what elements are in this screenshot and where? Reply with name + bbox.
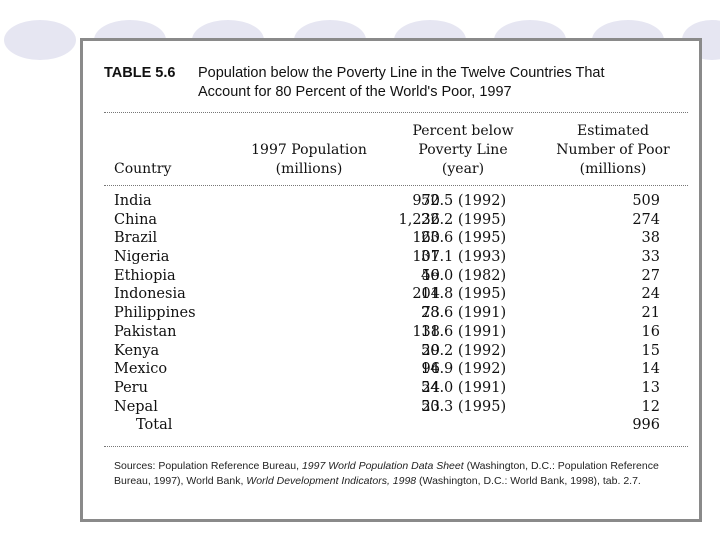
header-country: Country: [114, 161, 172, 177]
cell-poor: 12: [641, 398, 660, 415]
document-frame: [80, 38, 702, 522]
header-poor-line3: (millions): [579, 161, 647, 177]
total-poor: 996: [632, 417, 660, 434]
cell-percent: 50.3 (1995): [421, 398, 507, 415]
cell-percent: 11.6 (1991): [421, 323, 507, 340]
cell-percent: 11.8 (1995): [421, 286, 507, 303]
cell-poor: 14: [641, 361, 660, 378]
cell-country: Pakistan: [114, 323, 177, 340]
cell-percent: 14.9 (1992): [421, 361, 507, 378]
cell-poor: 509: [632, 193, 660, 209]
header-percent-line3: (year): [441, 161, 485, 177]
cell-country: Nigeria: [114, 249, 170, 266]
sources-prefix: Sources: Population Reference Bureau,: [114, 460, 302, 472]
header-population-line2: (millions): [275, 161, 343, 177]
table-caption: Population below the Poverty Line in the…: [198, 64, 668, 102]
cell-population: 23: [421, 398, 440, 415]
cell-poor: 33: [641, 249, 660, 266]
table-row: Nepal 23 50.3 (1995) 12: [114, 398, 684, 417]
cell-country: Brazil: [114, 230, 158, 247]
cell-population: 138: [412, 323, 440, 340]
cell-country: China: [114, 211, 158, 228]
table-row: Mexico 96 14.9 (1992) 14: [114, 360, 684, 379]
cell-percent: 46.0 (1982): [421, 267, 507, 284]
cell-poor: 274: [632, 211, 660, 228]
source-title-2: World Development Indicators, 1998: [246, 474, 417, 487]
table-total-row: Total 996: [114, 416, 684, 435]
cell-percent: 54.0 (1991): [421, 379, 507, 396]
table-row: Ethiopia 59 46.0 (1982) 27: [114, 267, 684, 286]
table-caption-line1: Population below the Poverty Line in the…: [198, 65, 605, 81]
cell-percent: 23.6 (1995): [421, 230, 507, 247]
header-poor-line1: Estimated: [576, 123, 649, 139]
cell-percent: 28.6 (1991): [421, 305, 507, 322]
header-percent-line2: Poverty Line: [418, 142, 508, 158]
header-percent-line1: Percent below: [412, 123, 514, 139]
cell-population: 1,236: [398, 211, 440, 228]
table-row: Peru 24 54.0 (1991) 13: [114, 379, 684, 398]
sources-suffix: (Washington, D.C.: World Bank, 1998), ta…: [416, 474, 641, 487]
table-row: Pakistan 138 11.6 (1991) 16: [114, 323, 684, 342]
cell-population: 29: [421, 342, 440, 359]
cell-population: 107: [412, 249, 440, 266]
table-row: India 970 52.5 (1992) 509: [114, 192, 684, 211]
cell-population: 59: [421, 267, 440, 284]
table-row: Brazil 160 23.6 (1995) 38: [114, 229, 684, 248]
cell-country: Ethiopia: [114, 267, 176, 284]
cell-poor: 24: [641, 286, 660, 303]
cell-poor: 16: [641, 323, 660, 340]
header-percent: Percent below Poverty Line (year): [400, 122, 526, 179]
cell-percent: 52.5 (1992): [421, 193, 507, 209]
divider: [104, 446, 688, 447]
data-table-body: India 970 52.5 (1992) 509 China 1,236 22.2 (1…: [114, 192, 684, 435]
cell-country: Philippines: [114, 305, 196, 322]
total-label: Total: [136, 417, 173, 434]
cell-country: Nepal: [114, 398, 158, 415]
table-row: Kenya 29 50.2 (1992) 15: [114, 342, 684, 361]
cell-poor: 21: [641, 305, 660, 322]
cell-population: 24: [421, 379, 440, 396]
sources-mid: (Washington, D.C.: Population Reference …: [114, 460, 659, 487]
cell-country: Kenya: [114, 342, 160, 359]
cell-country: Indonesia: [114, 286, 186, 303]
header-poor: Estimated Number of Poor (millions): [548, 122, 678, 179]
divider: [104, 185, 688, 186]
divider: [104, 112, 688, 113]
header-poor-line2: Number of Poor: [556, 142, 670, 158]
decorative-oval: [4, 20, 76, 60]
table-number: TABLE 5.6: [104, 65, 176, 81]
table-caption-line2: Account for 80 Percent of the World's Po…: [198, 84, 512, 100]
cell-population: 96: [421, 361, 440, 378]
table-title: TABLE 5.6 Population below the Poverty Li…: [104, 64, 684, 102]
sources-note: Sources: Population Reference Bureau, 19…: [114, 459, 689, 488]
header-population: 1997 Population (millions): [246, 141, 372, 179]
cell-population: 204: [412, 286, 440, 303]
header-population-line1: 1997 Population: [251, 142, 367, 158]
source-title-1: 1997 World Population Data Sheet: [301, 460, 464, 472]
table-row: Philippines 73 28.6 (1991) 21: [114, 304, 684, 323]
cell-country: Peru: [114, 379, 148, 396]
cell-population: 73: [421, 305, 440, 322]
table-row: Indonesia 204 11.8 (1995) 24: [114, 285, 684, 304]
cell-percent: 31.1 (1993): [421, 249, 507, 266]
cell-country: India: [114, 193, 152, 209]
table-row: China 1,236 22.2 (1995) 274: [114, 211, 684, 230]
cell-poor: 13: [641, 379, 660, 396]
table-row: Nigeria 107 31.1 (1993) 33: [114, 248, 684, 267]
cell-country: Mexico: [114, 361, 168, 378]
cell-percent: 50.2 (1992): [421, 342, 507, 359]
cell-poor: 27: [641, 267, 660, 284]
cell-population: 970: [412, 193, 440, 209]
cell-percent: 22.2 (1995): [421, 211, 507, 228]
cell-poor: 38: [641, 230, 660, 247]
cell-population: 160: [412, 230, 440, 247]
cell-poor: 15: [641, 342, 660, 359]
